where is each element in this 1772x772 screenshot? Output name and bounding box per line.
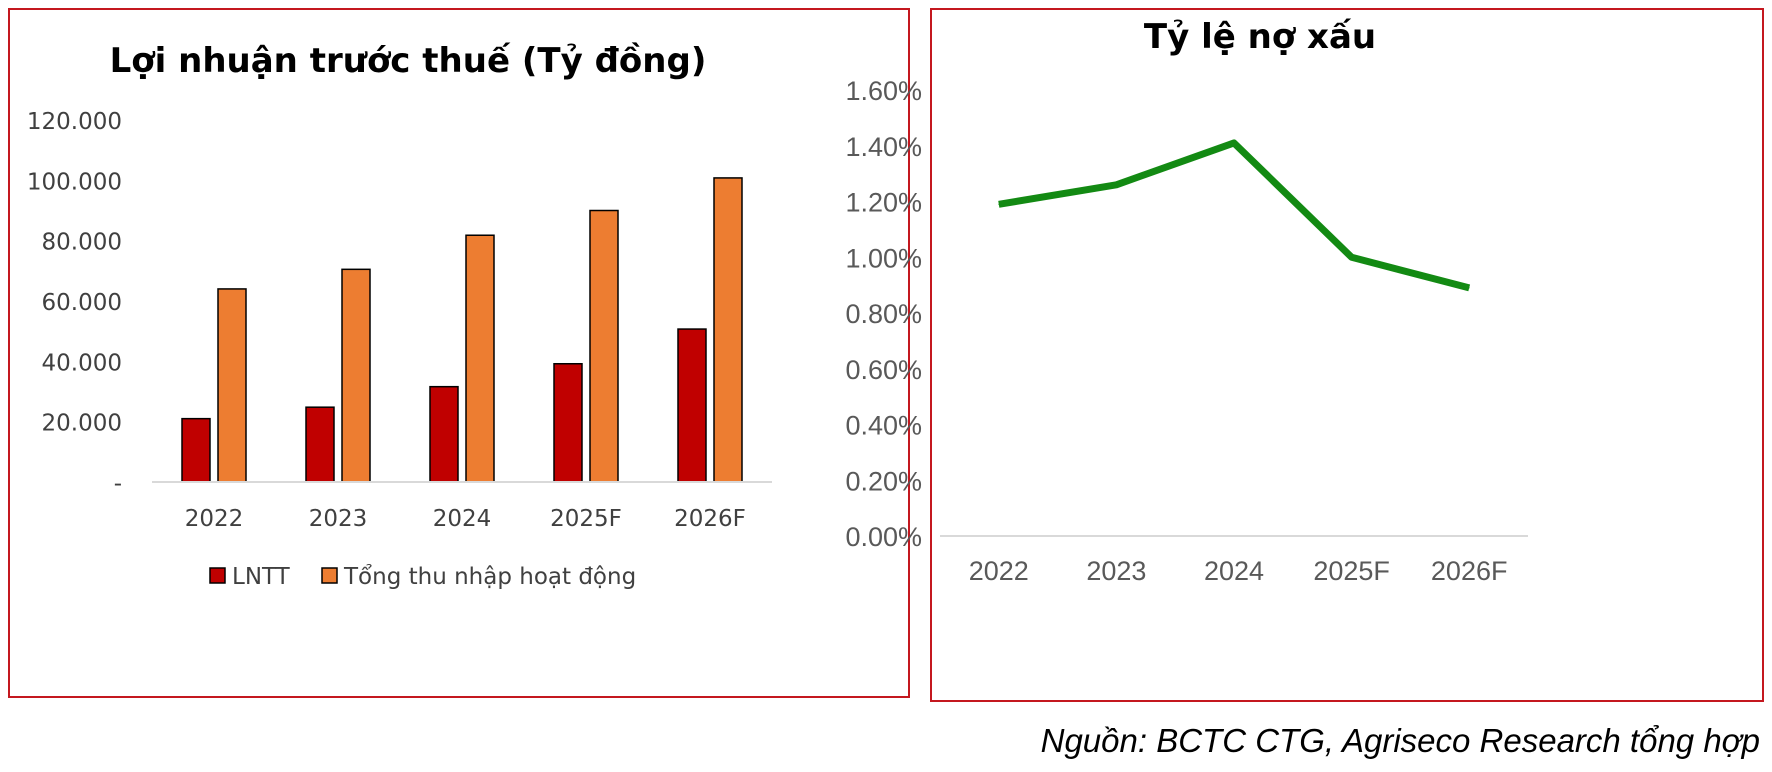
total-income-bar	[465, 234, 495, 483]
lntt-bar	[677, 328, 707, 483]
total-income-bar	[217, 288, 247, 483]
profit-x-tick-label: 2023	[309, 506, 368, 532]
profit-legend: LNTT Tổng thu nhập hoạt động	[209, 564, 636, 590]
legend-swatch-total-income	[321, 567, 338, 584]
npl-y-tick-label: 0.00%	[845, 522, 922, 552]
npl-line-chart: Tỷ lệ nợ xấu 0.00% 0.20% 0.40% 0.60% 0.80% 1.…	[845, 17, 1528, 586]
source-note: Nguồn: BCTC CTG, Agriseco Research tổng …	[1040, 722, 1760, 759]
profit-chart-panel: Lợi nhuận trước thuế (Tỷ đồng) - 20.000 40…	[8, 8, 910, 698]
total-income-bar	[589, 209, 619, 483]
profit-y-tick-label: 80.000	[42, 230, 122, 256]
legend-label-lntt: LNTT	[232, 564, 291, 590]
npl-data-point	[998, 203, 1000, 205]
npl-data-point	[1351, 256, 1353, 258]
lntt-bar	[429, 385, 459, 483]
npl-chart-title: Tỷ lệ nợ xấu	[1144, 17, 1376, 57]
npl-y-tick-label: 0.20%	[845, 466, 922, 496]
profit-x-tick-label: 2024	[433, 506, 492, 532]
profit-x-tick-label: 2025F	[550, 506, 622, 532]
profit-y-tick-label: 60.000	[42, 290, 122, 316]
profit-y-tick-label: -	[114, 471, 122, 497]
profit-y-tick-label: 20.000	[42, 411, 122, 437]
npl-x-tick-label: 2022	[969, 556, 1029, 586]
lntt-bar	[553, 362, 583, 483]
profit-y-tick-label: 120.000	[27, 109, 122, 135]
npl-x-tick-label: 2026F	[1431, 556, 1508, 586]
npl-data-point	[1468, 287, 1470, 289]
npl-data-point	[1233, 142, 1235, 144]
npl-y-tick-label: 0.40%	[845, 411, 922, 441]
profit-bar-chart: Lợi nhuận trước thuế (Tỷ đồng) - 20.000 40…	[27, 41, 772, 590]
profit-y-tick-label: 100.000	[27, 169, 122, 195]
legend-label-total-income: Tổng thu nhập hoạt động	[343, 564, 636, 590]
npl-y-tick-label: 0.60%	[845, 355, 922, 385]
lntt-bar	[305, 406, 335, 483]
npl-y-tick-label: 0.80%	[845, 299, 922, 329]
profit-chart-title: Lợi nhuận trước thuế (Tỷ đồng)	[110, 41, 707, 81]
total-income-bar	[341, 268, 371, 483]
npl-data-point	[1115, 184, 1117, 186]
profit-x-tick-label: 2026F	[674, 506, 746, 532]
npl-x-tick-label: 2025F	[1313, 556, 1390, 586]
npl-chart-panel: Tỷ lệ nợ xấu 0.00% 0.20% 0.40% 0.60% 0.80% 1.…	[845, 8, 1764, 702]
npl-y-tick-label: 1.60%	[845, 76, 922, 106]
npl-x-tick-label: 2023	[1086, 556, 1146, 586]
npl-y-tick-label: 1.40%	[845, 132, 922, 162]
total-income-bar	[713, 177, 743, 483]
legend-swatch-lntt	[209, 567, 226, 584]
npl-series-line	[998, 139, 1471, 292]
npl-y-tick-label: 1.20%	[845, 188, 922, 218]
lntt-bar	[181, 417, 211, 483]
profit-x-tick-label: 2022	[185, 506, 244, 532]
profit-y-tick-label: 40.000	[42, 350, 122, 376]
npl-y-tick-label: 1.00%	[845, 243, 922, 273]
npl-x-tick-label: 2024	[1204, 556, 1264, 586]
